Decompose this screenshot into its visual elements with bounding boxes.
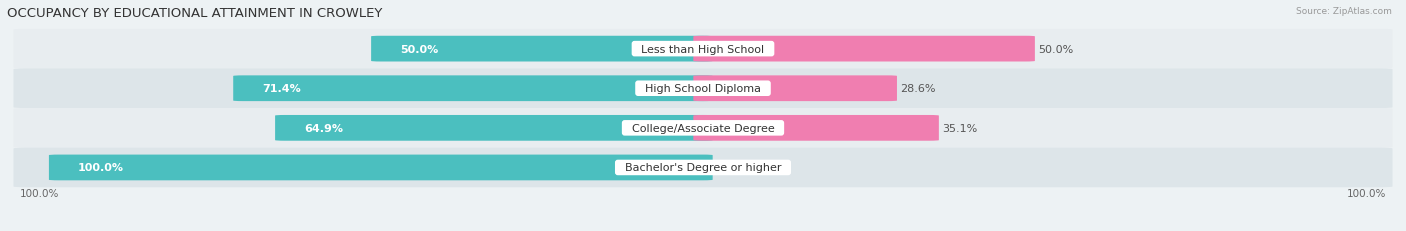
- FancyBboxPatch shape: [14, 109, 1392, 148]
- Text: 100.0%: 100.0%: [1347, 188, 1386, 198]
- FancyBboxPatch shape: [233, 76, 713, 102]
- FancyBboxPatch shape: [14, 30, 1392, 69]
- FancyBboxPatch shape: [14, 69, 1392, 109]
- Text: 100.0%: 100.0%: [77, 163, 124, 173]
- Text: College/Associate Degree: College/Associate Degree: [624, 123, 782, 133]
- Text: 64.9%: 64.9%: [304, 123, 343, 133]
- Text: High School Diploma: High School Diploma: [638, 84, 768, 94]
- Text: 35.1%: 35.1%: [942, 123, 977, 133]
- Text: Less than High School: Less than High School: [634, 44, 772, 54]
- FancyBboxPatch shape: [693, 116, 939, 141]
- Text: 50.0%: 50.0%: [401, 44, 439, 54]
- Text: 28.6%: 28.6%: [900, 84, 935, 94]
- FancyBboxPatch shape: [693, 76, 897, 102]
- FancyBboxPatch shape: [276, 116, 713, 141]
- Text: 100.0%: 100.0%: [20, 188, 59, 198]
- FancyBboxPatch shape: [371, 36, 713, 62]
- Text: OCCUPANCY BY EDUCATIONAL ATTAINMENT IN CROWLEY: OCCUPANCY BY EDUCATIONAL ATTAINMENT IN C…: [7, 7, 382, 20]
- FancyBboxPatch shape: [693, 36, 1035, 62]
- FancyBboxPatch shape: [14, 148, 1392, 187]
- Text: 50.0%: 50.0%: [1038, 44, 1073, 54]
- FancyBboxPatch shape: [49, 155, 713, 181]
- Text: 71.4%: 71.4%: [262, 84, 301, 94]
- Text: Bachelor's Degree or higher: Bachelor's Degree or higher: [617, 163, 789, 173]
- Text: 0.0%: 0.0%: [716, 163, 744, 173]
- Text: Source: ZipAtlas.com: Source: ZipAtlas.com: [1296, 7, 1392, 16]
